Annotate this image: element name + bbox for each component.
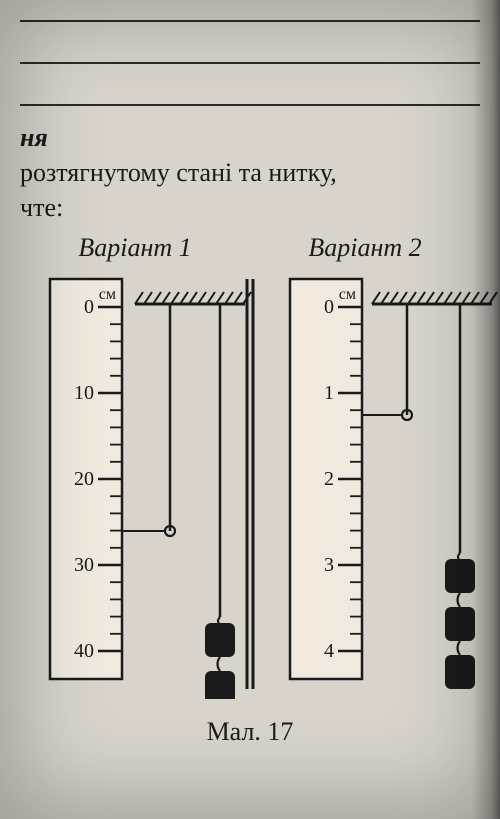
variant-2-label: Варіант 2 bbox=[308, 233, 421, 263]
figure-17: см 0 10 20 30 40 см 0 1 2 3 4 bbox=[20, 269, 480, 699]
svg-text:0: 0 bbox=[84, 296, 94, 318]
svg-text:4: 4 bbox=[324, 640, 334, 662]
svg-text:см: см bbox=[99, 286, 116, 303]
text-line: чте: bbox=[20, 190, 480, 225]
svg-text:2: 2 bbox=[324, 468, 334, 490]
writing-line bbox=[20, 104, 480, 106]
svg-text:3: 3 bbox=[324, 554, 334, 576]
page-edge-shadow bbox=[472, 0, 500, 819]
heading-fragment: ня bbox=[20, 123, 48, 152]
writing-line bbox=[20, 20, 480, 22]
diagram-svg: см 0 10 20 30 40 см 0 1 2 3 4 bbox=[20, 269, 500, 699]
variant-divider bbox=[246, 279, 255, 689]
writing-line bbox=[20, 62, 480, 64]
variant-1-label: Варіант 1 bbox=[78, 233, 191, 263]
svg-text:40: 40 bbox=[74, 640, 94, 662]
text-line: розтягнутому стані та нитку, bbox=[20, 155, 480, 190]
svg-text:30: 30 bbox=[74, 554, 94, 576]
svg-text:10: 10 bbox=[74, 382, 94, 404]
svg-text:0: 0 bbox=[324, 296, 334, 318]
problem-text: ня розтягнутому стані та нитку, чте: bbox=[20, 120, 480, 225]
svg-text:20: 20 bbox=[74, 468, 94, 490]
figure-caption: Мал. 17 bbox=[20, 717, 480, 747]
svg-text:1: 1 bbox=[324, 382, 334, 404]
svg-text:см: см bbox=[339, 286, 356, 303]
